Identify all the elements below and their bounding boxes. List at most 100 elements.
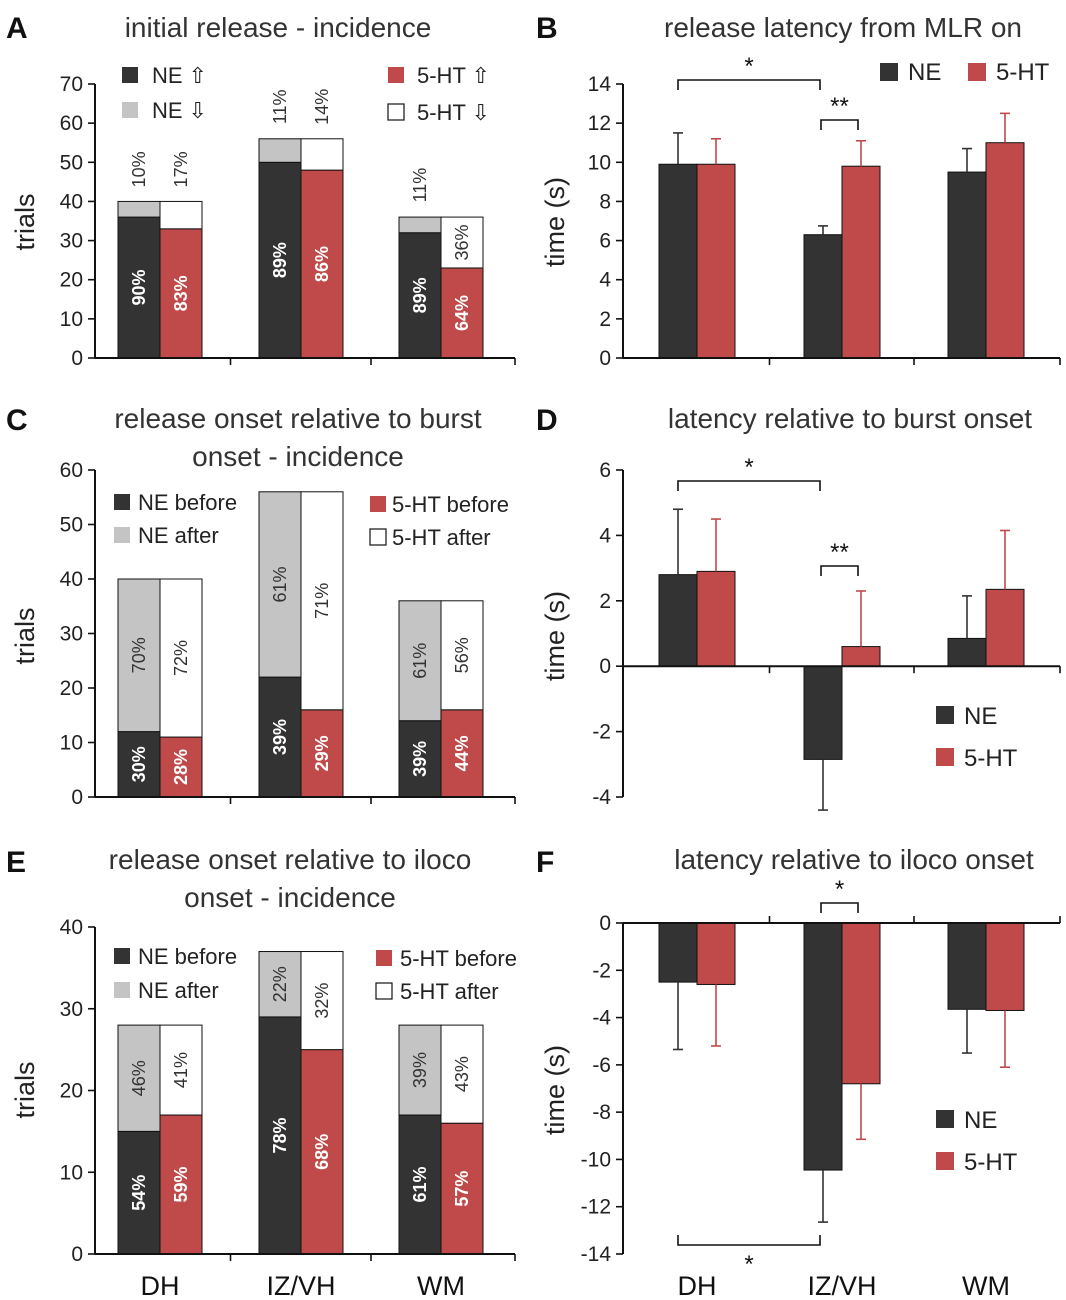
legend-swatch-ne [936,706,954,724]
legend-swatch-ht-after [375,982,393,1000]
panel-e-title-line2: onset - incidence [184,882,396,913]
panel-a-pct-label-bottom: 89% [270,242,290,278]
panel-a-pct-label-top: 11% [270,89,290,124]
panel-f-bar [947,922,987,1010]
panel-c-pct-label-top: 71% [312,583,332,619]
panel-b-significance-bracket [820,119,859,130]
panel-letter-d: D [536,404,558,437]
panel-b-y-tick-label: 6 [599,230,611,253]
panel-e-bar-top [159,1024,203,1116]
legend-label-ht-up: 5-HT ⇧ [417,63,490,88]
x-category-label: WM [417,1271,465,1300]
panel-letter-c: C [6,404,28,437]
panel-c-pct-label-top: 61% [410,643,430,679]
panel-a-pct-label-top: 11% [410,168,430,203]
panel-letter-e: E [6,846,26,879]
panel-e-bar-top [398,1024,442,1116]
legend-swatch-ne-before [114,948,130,964]
panel-a-legend: NE ⇧ NE ⇩ 5-HT ⇧ 5-HT ⇩ [122,63,490,125]
panel-f-y-tick-label: -2 [592,959,611,982]
panel-f-bar [696,922,736,985]
panel-letter-b: B [536,12,558,45]
x-category-label: IZ/VH [807,1271,876,1300]
panel-d-title: latency relative to burst onset [668,403,1032,434]
panel-c-bar-top [159,578,203,738]
panel-c-pct-label-bottom: 39% [410,741,430,777]
legend-label-ht: 5-HT [964,1149,1018,1176]
panel-d-legend: NE 5-HT [936,703,1018,772]
panel-a-bar-top [398,216,442,234]
legend-swatch-ht [936,748,954,766]
panel-f-significance-bracket-label: * [744,1251,753,1278]
panel-e-ylabel: trials [10,1061,40,1118]
panel-b-y-tick-label: 10 [588,151,611,174]
legend-label-ne: NE [964,1107,997,1134]
panel-e-pct-label-top: 39% [410,1052,430,1088]
panel-f-bar [803,922,843,1171]
panel-b-significance-bracket-label: * [744,53,753,80]
panel-e-y-tick-label: 10 [60,1161,83,1184]
legend-swatch-ht-down [387,103,405,121]
panel-f-significance-bracket [820,902,859,913]
legend-label-ne-up: NE ⇧ [152,63,207,88]
panel-f-ylabel: time (s) [540,1045,570,1135]
panel-a-pct-label-bottom: 64% [452,295,472,331]
panel-f-y-tick-label: -4 [592,1007,611,1030]
charts-layer: 90% 10% 83% 17% 89% 11% 86% 14% 89% 11% 64% 36% 0 10 2… [60,53,1061,1278]
panel-b-y-tick-label: 12 [588,112,611,135]
panel-c-bar-bottom [398,720,442,798]
panel-c-y-tick-label: 10 [60,732,83,755]
panel-d-bar [696,570,736,667]
panel-d-y-tick-label: -2 [592,721,611,744]
legend-swatch-ht [968,63,986,81]
legend-swatch-ht-after [369,528,387,546]
legend-label-ht-before: 5-HT before [400,946,517,971]
panel-a-bar-top [300,138,344,171]
legend-label-ne: NE [964,703,997,730]
panel-d-significance-bracket [677,480,821,491]
panel-d-significance-bracket [820,565,859,576]
panel-c-ylabel: trials [10,607,40,664]
panel-e-pct-label-bottom: 68% [312,1134,332,1170]
panel-e-bar-bottom [440,1122,484,1255]
panel-d-y-tick-label: 0 [599,655,611,678]
panel-a-pct-label-bottom: 86% [312,246,332,282]
panel-e-pct-label-top: 22% [270,966,290,1002]
legend-swatch-ht [936,1152,954,1170]
legend-label-ht: 5-HT [964,745,1018,772]
legend-swatch-ht-before [370,496,386,512]
panel-e-y-tick-label: 40 [60,916,83,939]
panel-c-y-tick-label: 60 [60,459,83,482]
legend-label-ht-down: 5-HT ⇩ [417,100,490,125]
panel-e-legend: NE before NE after 5-HT before 5-HT afte… [114,944,517,1004]
panel-c-pct-label-bottom: 44% [452,735,472,771]
panel-a-bar-bottom [117,216,161,359]
panel-b-y-tick-label: 2 [599,308,611,331]
panel-c-bar-bottom [300,709,344,798]
panel-c-bar-bottom [258,676,302,798]
panel-c-legend: NE before NE after 5-HT before 5-HT afte… [114,490,509,550]
panel-e-bar-top [300,951,344,1051]
panel-a-bar-bottom [258,161,302,359]
panel-c-bar-top [258,491,302,678]
panel-d-bar [947,637,987,667]
legend-label-ne-before: NE before [138,944,237,969]
panel-c-pct-label-top: 56% [452,637,472,673]
panel-e-y-tick-label: 0 [71,1243,83,1266]
panel-a-pct-label-bottom: 89% [410,277,430,313]
legend-label-ne-down: NE ⇩ [152,98,207,123]
panel-c-y-tick-label: 50 [60,514,83,537]
panel-d-y-tick-label: 2 [599,590,611,613]
panel-b-bar [696,163,736,359]
panel-a-pct-label-bottom: 90% [129,270,149,306]
panel-e-title: release onset relative to iloco [109,844,472,875]
x-category-label: IZ/VH [266,1271,335,1300]
panel-a-ylabel: trials [10,193,40,250]
panel-a-title: initial release - incidence [125,12,432,43]
panel-d-bar [841,646,881,667]
panel-a-bar-bottom [300,169,344,359]
panel-e-bar-top [117,1024,161,1132]
panel-f-bar [658,922,698,983]
panel-e-pct-label-bottom: 78% [270,1117,290,1153]
